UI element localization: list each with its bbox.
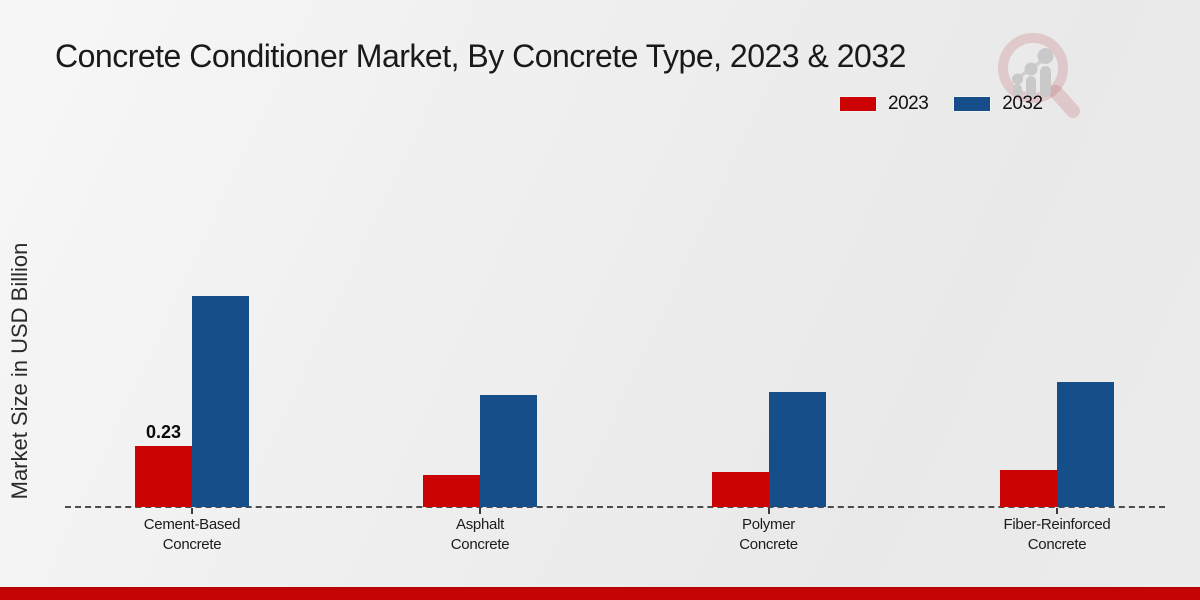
x-axis-tick-1: [191, 508, 193, 514]
legend-item-2032: 2032: [954, 93, 1043, 115]
bar-value-label-2023-1: 0.23: [145, 422, 182, 442]
x-axis-tick-4: [1056, 508, 1058, 514]
legend-swatch-2032: [954, 97, 991, 111]
legend-label-2032: 2032: [1002, 93, 1043, 114]
x-axis-tick-3: [767, 508, 770, 514]
footer-accent-band: [0, 587, 1200, 600]
bar-2023-3: [711, 472, 769, 507]
x-category-label-3: Polymer Concrete: [739, 516, 798, 553]
bar-2023-4: [1000, 470, 1057, 507]
bar-2032-4: [1057, 382, 1114, 507]
x-category-label-2: Asphalt Concrete: [450, 516, 510, 553]
bar-2023-2: [423, 475, 480, 507]
magnifier-growth-chart-logo-icon: [998, 33, 1080, 118]
x-category-label-1: Cement-Based Concrete: [143, 516, 241, 553]
legend-item-2023: 2023: [840, 93, 929, 115]
bar-2023-1: [135, 446, 192, 507]
chart-legend: 2023 2032: [840, 93, 1043, 115]
bar-2032-3: [768, 392, 826, 507]
x-axis-tick-2: [479, 508, 481, 514]
legend-swatch-2023: [840, 97, 876, 111]
bar-2032-1: [192, 296, 249, 507]
x-category-label-4: Fiber-Reinforced Concrete: [1003, 516, 1111, 553]
chart-title: Concrete Conditioner Market, By Concrete…: [55, 38, 906, 74]
x-axis-baseline: [65, 506, 1165, 508]
legend-label-2023: 2023: [888, 93, 929, 114]
bar-2032-2: [480, 395, 537, 507]
